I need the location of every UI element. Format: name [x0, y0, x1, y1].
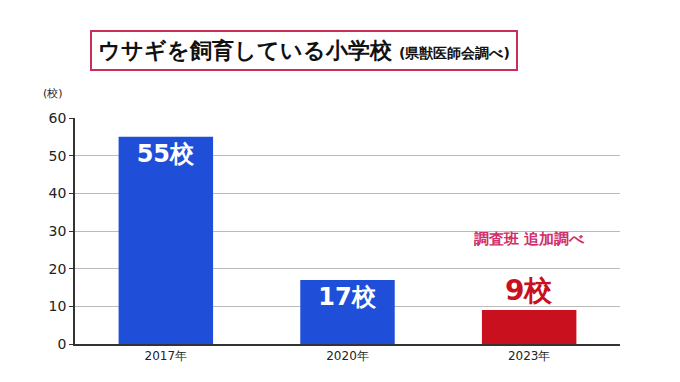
svg-text:20: 20: [49, 261, 67, 277]
svg-text:(校): (校): [43, 87, 63, 100]
svg-text:9校: 9校: [505, 274, 553, 307]
svg-text:55校: 55校: [137, 140, 195, 168]
svg-text:2020年: 2020年: [326, 349, 369, 363]
svg-text:10: 10: [49, 298, 67, 314]
svg-text:調査班 追加調べ: 調査班 追加調べ: [474, 230, 585, 248]
svg-text:ウサギを飼育している小学校 (県獣医師会調べ): ウサギを飼育している小学校 (県獣医師会調べ): [98, 38, 510, 63]
svg-text:2023年: 2023年: [508, 349, 551, 363]
svg-text:17校: 17校: [318, 283, 376, 311]
svg-text:0: 0: [58, 336, 67, 352]
svg-text:30: 30: [49, 223, 67, 239]
svg-text:2017年: 2017年: [145, 349, 188, 363]
svg-text:60: 60: [49, 110, 67, 126]
svg-text:40: 40: [49, 185, 67, 201]
svg-text:50: 50: [49, 148, 67, 164]
